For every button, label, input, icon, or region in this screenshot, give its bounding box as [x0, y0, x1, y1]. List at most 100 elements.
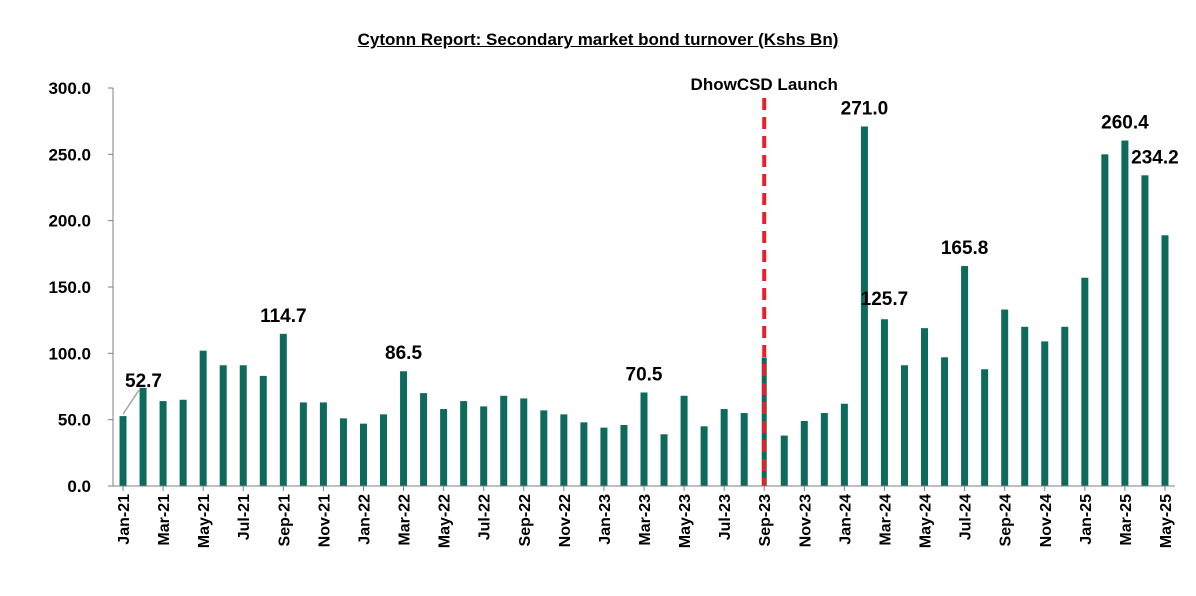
bar [500, 395, 508, 486]
data-label: 165.8 [941, 238, 989, 259]
bar [820, 413, 828, 486]
x-tick-label: Nov-23 [797, 494, 814, 547]
bar [339, 418, 347, 486]
x-tick-label: Jan-25 [1078, 494, 1095, 545]
bar [119, 416, 127, 486]
x-tick-label: Nov-22 [557, 494, 574, 547]
x-axis: Jan-21 Mar-21 May-21 Jul-21 Sep-21 Nov-21 Jan-… [113, 485, 1175, 548]
y-tick-label: 250.0 [48, 145, 91, 164]
x-tick-label: Mar-25 [1118, 494, 1135, 546]
data-label: 52.7 [125, 371, 162, 392]
x-tick-label: Jul-22 [477, 494, 494, 540]
x-tick-label: Jul-23 [717, 494, 734, 540]
x-tick-label: Mar-22 [397, 494, 414, 546]
bar [600, 427, 608, 486]
x-tick-label: May-24 [918, 494, 935, 548]
bar [700, 426, 708, 486]
chart-title: Cytonn Report: Secondary market bond tur… [357, 30, 839, 49]
bar [1021, 326, 1029, 486]
launch-label: DhowCSD Launch [691, 75, 838, 94]
x-tick-label: Mar-23 [637, 494, 654, 546]
bar [1041, 341, 1049, 486]
y-tick-label: 50.0 [58, 411, 91, 430]
x-tick-label: May-23 [677, 494, 694, 548]
x-tick-label: Nov-21 [316, 494, 333, 547]
bar [1101, 154, 1109, 487]
data-label: 70.5 [626, 364, 663, 385]
bar [961, 266, 969, 486]
bar [460, 401, 468, 486]
bar [921, 328, 929, 486]
bar [1061, 326, 1069, 486]
bar [299, 402, 307, 486]
x-tick-label: Sep-23 [757, 494, 774, 547]
bar [1141, 175, 1149, 486]
bar [219, 365, 227, 486]
bar [780, 435, 788, 486]
bar [880, 319, 888, 486]
data-label: 125.7 [861, 289, 909, 310]
bar [1161, 235, 1169, 486]
bar [259, 375, 267, 486]
x-tick-label: Sep-22 [517, 494, 534, 547]
y-tick-label: 200.0 [48, 212, 91, 231]
y-tick-label: 100.0 [48, 344, 91, 363]
x-tick-label: Jan-24 [837, 494, 854, 545]
bar [199, 350, 207, 486]
bar [159, 401, 167, 486]
x-tick-label: Sep-24 [998, 494, 1015, 547]
bar [239, 365, 247, 486]
bar [560, 414, 568, 486]
x-tick-label: May-25 [1158, 494, 1175, 548]
y-tick-label: 300.0 [48, 79, 91, 98]
bar [981, 369, 989, 486]
y-tick-label: 0.0 [67, 477, 91, 496]
bar [319, 402, 327, 486]
x-tick-label: Jan-21 [116, 494, 133, 545]
bar [620, 424, 628, 486]
data-label: 114.7 [260, 306, 307, 327]
x-tick-label: May-22 [437, 494, 454, 548]
bar [179, 399, 187, 486]
bar [900, 365, 908, 486]
data-label: 260.4 [1101, 113, 1149, 134]
bar [520, 398, 528, 486]
bar [1001, 309, 1009, 486]
x-tick-label: Jan-23 [597, 494, 614, 545]
bar [860, 126, 868, 487]
x-tick-label: Jul-24 [958, 494, 975, 540]
data-label: 271.0 [841, 98, 889, 119]
bar [740, 413, 748, 486]
bar [279, 333, 287, 486]
bar [1121, 140, 1129, 486]
bar [941, 357, 949, 486]
bar [1081, 277, 1089, 486]
x-tick-label: Sep-21 [276, 494, 293, 547]
bar [359, 423, 367, 486]
bar [440, 409, 448, 486]
x-tick-label: Mar-24 [877, 494, 894, 546]
bar [380, 414, 388, 486]
launch-annotation: DhowCSD Launch [691, 75, 838, 486]
bar [420, 393, 428, 486]
x-tick-label: Mar-21 [156, 494, 173, 546]
data-label: 86.5 [385, 343, 422, 364]
bar [139, 387, 147, 486]
bar [400, 371, 408, 486]
bar [580, 422, 588, 486]
bars [119, 126, 1169, 487]
data-labels: 52.7 114.7 86.5 70.5 271.0 125.7 165.8 260.4 234… [122, 98, 1179, 415]
data-label: 234.2 [1131, 147, 1179, 168]
x-tick-label: Jan-22 [356, 494, 373, 545]
x-tick-label: Jul-21 [236, 494, 253, 540]
bar [720, 409, 728, 486]
bar [660, 434, 668, 486]
x-tick-label: Nov-24 [1038, 494, 1055, 547]
bar [640, 392, 648, 486]
leader-line [122, 389, 140, 415]
bar [480, 406, 488, 486]
bar [540, 410, 548, 486]
y-axis: 0.0 50.0 100.0 150.0 200.0 250.0 300.0 [48, 79, 114, 496]
